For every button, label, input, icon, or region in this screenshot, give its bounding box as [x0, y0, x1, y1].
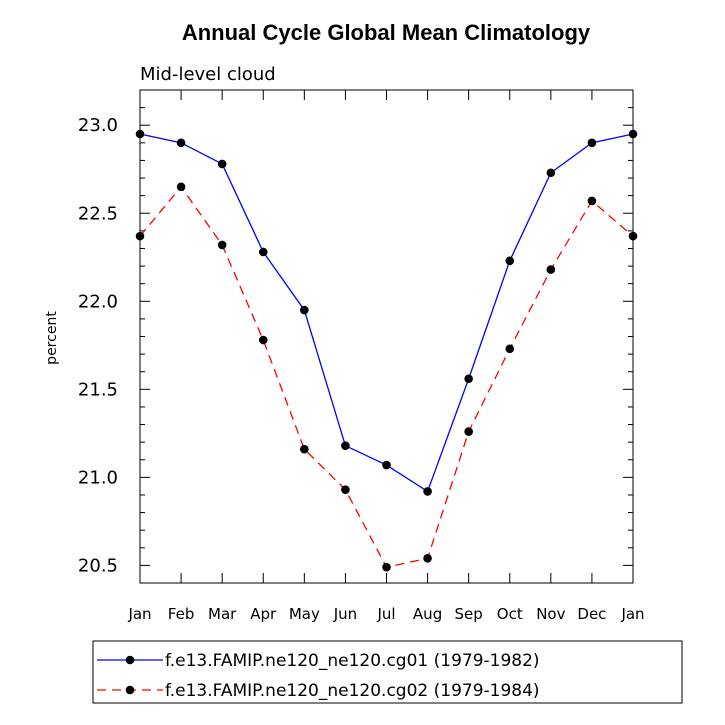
y-tick-label: 22.5 — [78, 203, 118, 224]
data-point — [628, 129, 638, 139]
plot-frame — [139, 89, 634, 584]
y-axis-label: percent — [44, 311, 60, 365]
x-tick-label: May — [289, 605, 320, 623]
legend-box — [92, 640, 683, 704]
series-layer — [135, 129, 638, 572]
data-point — [423, 554, 432, 563]
x-tick-label: Aug — [413, 605, 442, 623]
data-point — [217, 240, 227, 250]
data-point — [300, 305, 309, 315]
x-tick-label: Dec — [577, 605, 606, 623]
data-point — [217, 159, 227, 169]
data-point — [341, 441, 350, 450]
data-point — [341, 485, 350, 494]
x-tick-label: Jan — [127, 605, 151, 623]
legend: f.e13.FAMIP.ne120_ne120.cg01 (1979-1982)… — [92, 640, 683, 704]
y-axis: 20.5 21.0 21.5 22.0 22.5 23.0 — [78, 89, 633, 584]
series-line — [139, 133, 634, 493]
y-tick-label: 22.0 — [78, 291, 118, 312]
x-tick-label: Jul — [376, 605, 395, 623]
series-1 — [135, 129, 638, 496]
x-tick-label: Feb — [168, 605, 195, 623]
x-tick-label: Apr — [250, 605, 277, 623]
chart-subtitle: Mid-level cloud — [140, 64, 276, 85]
data-point — [505, 256, 515, 266]
data-point — [258, 335, 268, 345]
data-point — [135, 129, 145, 139]
data-point — [135, 231, 145, 241]
data-point — [464, 374, 473, 384]
data-point — [382, 460, 391, 470]
data-point — [382, 562, 391, 572]
y-tick-label: 23.0 — [78, 115, 118, 136]
x-tick-label: Nov — [536, 605, 565, 623]
data-point — [546, 265, 556, 274]
data-point — [464, 427, 473, 436]
data-point — [628, 231, 638, 241]
data-point — [423, 487, 432, 496]
x-tick-label: Jun — [333, 605, 357, 623]
legend-item-2: f.e13.FAMIP.ne120_ne120.cg02 (1979-1984) — [97, 681, 540, 701]
x-tick-label: Mar — [208, 605, 237, 623]
x-tick-label: Sep — [455, 605, 483, 623]
legend-marker — [125, 685, 135, 695]
data-point — [300, 444, 309, 454]
x-tick-label: Jan — [620, 605, 644, 623]
data-point — [587, 138, 597, 148]
legend-label: f.e13.FAMIP.ne120_ne120.cg02 (1979-1984) — [165, 681, 540, 701]
data-point — [258, 247, 268, 257]
data-point — [587, 196, 597, 206]
y-tick-label: 21.5 — [78, 379, 118, 400]
legend-marker — [125, 655, 135, 665]
x-axis: Jan Feb Mar Apr May Jun Jul Aug Sep Oct Nov Dec Jan — [127, 90, 645, 623]
legend-item-1: f.e13.FAMIP.ne120_ne120.cg01 (1979-1982) — [97, 651, 540, 671]
y-tick-label: 20.5 — [78, 555, 118, 576]
data-point — [505, 344, 515, 354]
y-tick-label: 21.0 — [78, 467, 118, 488]
legend-label: f.e13.FAMIP.ne120_ne120.cg01 (1979-1982) — [165, 651, 540, 671]
series-2 — [135, 182, 638, 572]
data-point — [546, 168, 556, 178]
series-line — [139, 185, 634, 568]
chart-title: Annual Cycle Global Mean Climatology — [182, 20, 591, 45]
data-point — [176, 182, 186, 192]
data-point — [176, 138, 186, 148]
x-tick-label: Oct — [497, 605, 523, 623]
